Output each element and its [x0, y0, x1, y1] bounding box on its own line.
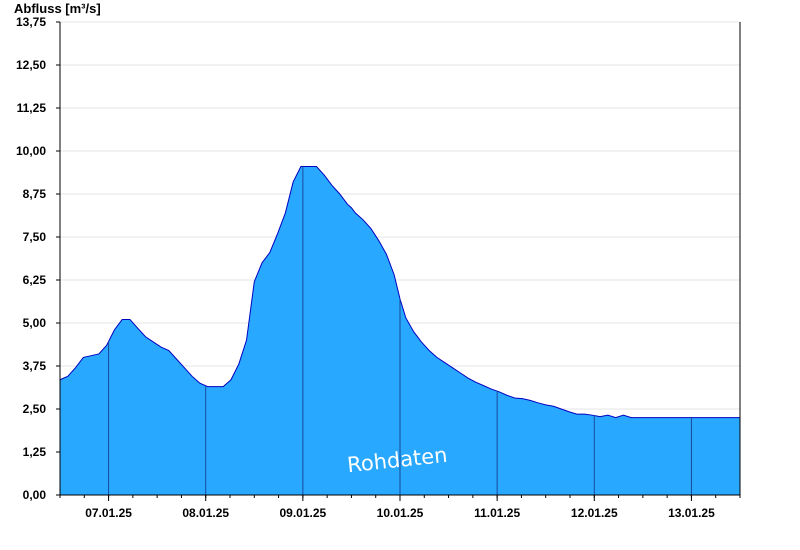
area-outline: [59, 165, 740, 419]
day-divider-lines: [108, 166, 692, 495]
y-tick-label: 3,75: [23, 359, 47, 373]
y-tick-label: 2,50: [23, 402, 47, 416]
x-tick-label: 07.01.25: [85, 506, 132, 520]
y-tick-label: 11,25: [17, 101, 47, 115]
axes: [56, 21, 741, 501]
y-axis-title: Abfluss [m³/s]: [14, 1, 101, 16]
y-tick-label: 6,25: [23, 273, 47, 287]
x-tick-label: 11.01.25: [474, 506, 520, 520]
x-tick-label: 08.01.25: [182, 506, 229, 520]
y-tick-label: 7,50: [23, 230, 47, 244]
y-tick-label: 12,50: [16, 58, 46, 72]
x-tick-label: 10.01.25: [377, 506, 424, 520]
y-tick-label: 8,75: [23, 187, 47, 201]
y-tick-label: 10,00: [16, 144, 46, 158]
y-tick-label: 13,75: [16, 15, 46, 29]
x-tick-label: 13.01.25: [668, 506, 715, 520]
y-tick-label: 0,00: [23, 488, 47, 502]
y-tick-label: 1,25: [23, 445, 47, 459]
y-tick-label: 5,00: [23, 316, 47, 330]
x-tick-label: 12.01.25: [571, 506, 618, 520]
x-tick-label: 09.01.25: [279, 506, 326, 520]
y-tick-labels: 0,00 1,25 2,50 3,75 5,00 6,25 7,50 8,75 10,00 11,…: [16, 15, 46, 502]
x-tick-labels: 07.01.25 08.01.25 09.01.25 10.01.25 11.01.25…: [85, 506, 715, 520]
